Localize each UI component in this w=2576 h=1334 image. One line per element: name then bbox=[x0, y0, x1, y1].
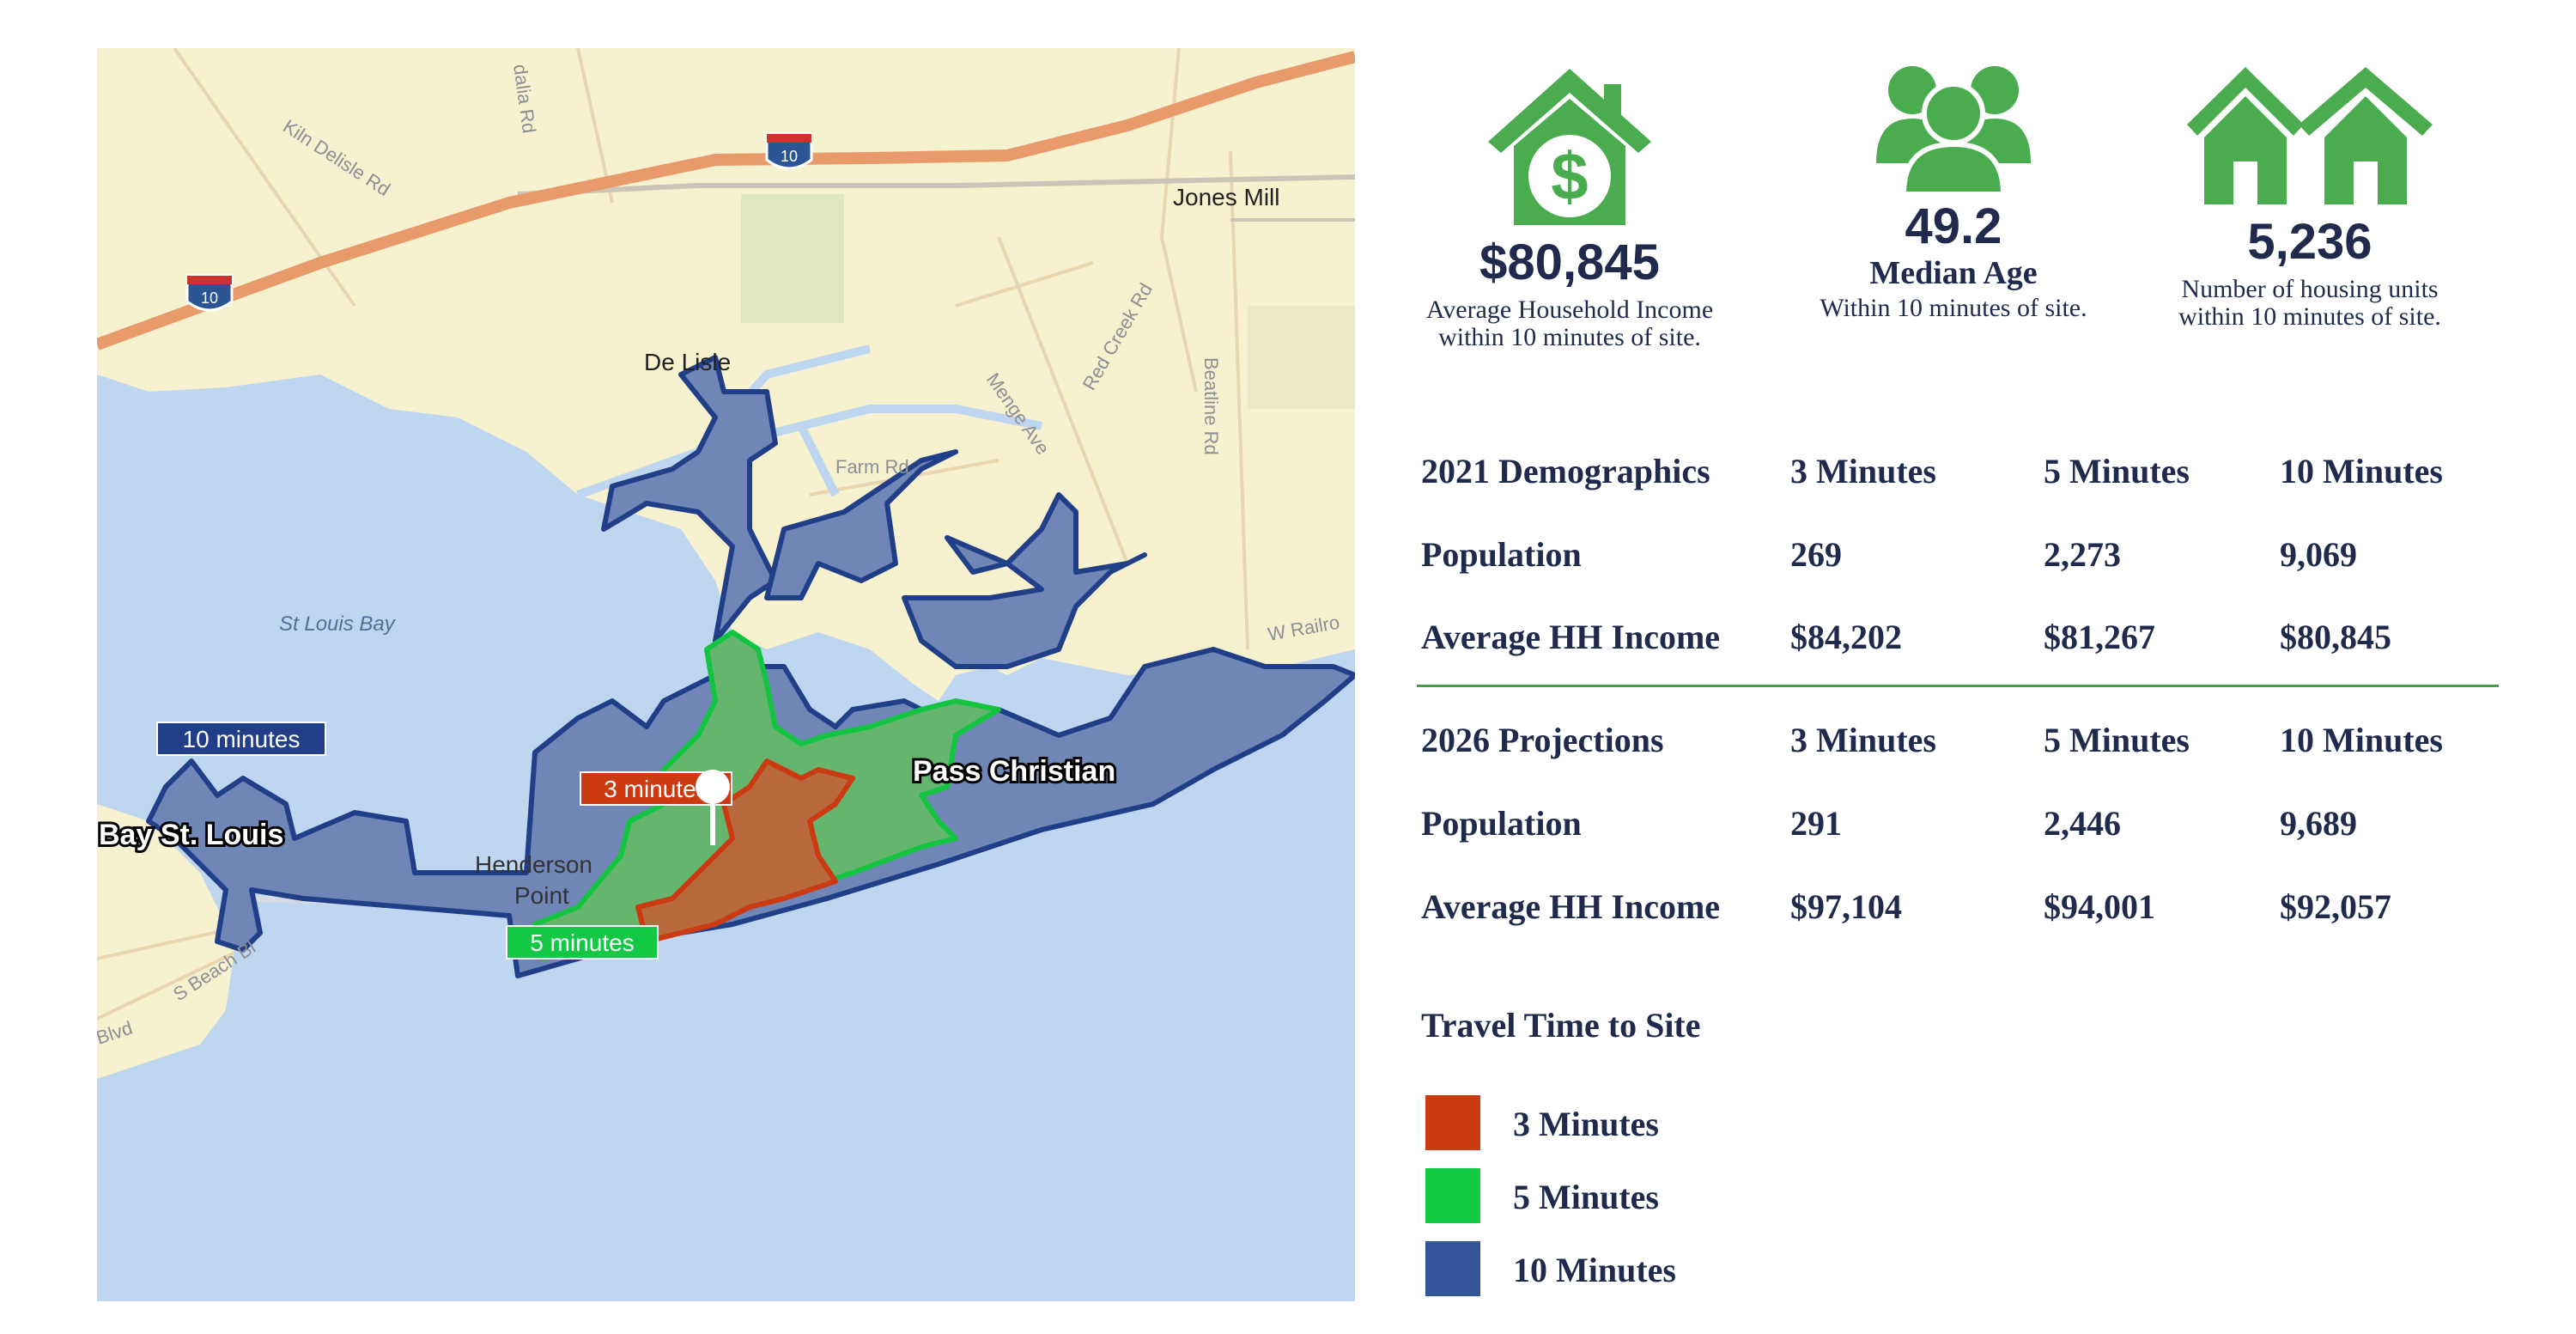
water-label-st-louis-bay: St Louis Bay bbox=[279, 612, 397, 636]
zone-label-10-minutes: 10 minutes bbox=[156, 722, 326, 756]
table-cell: Population bbox=[1421, 804, 1582, 843]
legend-title: Travel Time to Site bbox=[1421, 1006, 1701, 1045]
table-header: 3 Minutes bbox=[1790, 452, 1936, 490]
table-cell: $97,104 bbox=[1790, 887, 1902, 926]
people-group-icon bbox=[1876, 66, 2031, 197]
table-header: 5 Minutes bbox=[2044, 452, 2190, 490]
map-canvas[interactable]: 10 10 Kiln Delisle Rd dalia Rd Menge Ave… bbox=[97, 48, 1355, 1301]
table-cell: Average HH Income bbox=[1421, 618, 1721, 656]
road-label: Beatline Rd bbox=[1200, 357, 1222, 455]
place-label-jones-mill: Jones Mill bbox=[1173, 184, 1279, 210]
road bbox=[517, 174, 1355, 197]
svg-text:5 minutes: 5 minutes bbox=[530, 929, 634, 956]
svg-text:10: 10 bbox=[781, 148, 798, 165]
place-label-henderson-point: Point bbox=[514, 882, 569, 909]
table-cell: $81,267 bbox=[2044, 618, 2155, 656]
map-panel[interactable]: 10 10 Kiln Delisle Rd dalia Rd Menge Ave… bbox=[97, 48, 1355, 1301]
income-caption: within 10 minutes of site. bbox=[1438, 322, 1701, 351]
median-age-label: Median Age bbox=[1869, 255, 2038, 291]
legend-swatch bbox=[1425, 1241, 1480, 1296]
table-cell: Average HH Income bbox=[1421, 887, 1721, 926]
table-cell: 269 bbox=[1790, 535, 1842, 574]
table-cell: Population bbox=[1421, 535, 1582, 574]
table-header: 10 Minutes bbox=[2280, 721, 2443, 759]
legend-label: 5 Minutes bbox=[1513, 1178, 1659, 1216]
housing-units-caption: Number of housing units bbox=[2181, 275, 2439, 303]
stat-housing-units: 5,236 Number of housing units within 10 … bbox=[2129, 60, 2490, 330]
housing-units-value: 5,236 bbox=[2247, 214, 2372, 270]
stat-income: $ $80,845 Average Household Income withi… bbox=[1398, 60, 1741, 350]
income-caption: Average Household Income bbox=[1425, 295, 1714, 324]
median-age-caption: Within 10 minutes of site. bbox=[1820, 293, 2087, 322]
road-label: Farm Rd bbox=[835, 456, 909, 478]
zone-label-5-minutes: 5 minutes bbox=[506, 925, 659, 959]
table-cell: $92,057 bbox=[2280, 887, 2391, 926]
legend-swatch bbox=[1425, 1168, 1480, 1223]
table-divider bbox=[1417, 685, 2499, 687]
park-area bbox=[741, 194, 844, 323]
table-cell: $84,202 bbox=[1790, 618, 1902, 656]
legend-swatch bbox=[1425, 1095, 1480, 1150]
svg-text:$: $ bbox=[1551, 138, 1588, 214]
house-dollar-icon: $ bbox=[1488, 69, 1651, 225]
table-cell: 2,273 bbox=[2044, 535, 2121, 574]
table-header: 3 Minutes bbox=[1790, 721, 1936, 759]
interstate-shield: 10 bbox=[185, 274, 234, 312]
svg-text:10 minutes: 10 minutes bbox=[183, 726, 301, 752]
housing-units-caption: within 10 minutes of site. bbox=[2178, 302, 2441, 331]
svg-text:10: 10 bbox=[201, 289, 218, 307]
svg-text:3 minutes: 3 minutes bbox=[604, 776, 708, 802]
place-label-pass-christian: Pass Christian bbox=[913, 755, 1115, 788]
table-header: 5 Minutes bbox=[2044, 721, 2190, 759]
place-label-bay-st-louis: Bay St. Louis bbox=[99, 819, 283, 851]
income-value: $80,845 bbox=[1479, 235, 1660, 290]
legend-label: 3 Minutes bbox=[1513, 1105, 1659, 1143]
houses-icon bbox=[2187, 67, 2433, 204]
table-header: 2026 Projections bbox=[1421, 721, 1664, 759]
legend-label: 10 Minutes bbox=[1513, 1251, 1676, 1289]
table-cell: $94,001 bbox=[2044, 887, 2155, 926]
table-cell: 291 bbox=[1790, 804, 1842, 843]
table-header: 2021 Demographics bbox=[1421, 452, 1710, 490]
place-label-henderson-point: Henderson bbox=[475, 851, 592, 878]
park-area bbox=[1248, 306, 1355, 409]
site-pin-icon[interactable] bbox=[696, 770, 730, 845]
table-cell: 2,446 bbox=[2044, 804, 2121, 843]
median-age-value: 49.2 bbox=[1905, 198, 2002, 254]
table-cell: 9,689 bbox=[2280, 804, 2357, 843]
table-cell: $80,845 bbox=[2280, 618, 2391, 656]
table-header: 10 Minutes bbox=[2280, 452, 2443, 490]
table-cell: 9,069 bbox=[2280, 535, 2357, 574]
place-label-de-lisle: De Lisle bbox=[644, 349, 731, 375]
interstate-shield: 10 bbox=[765, 132, 813, 170]
interstate-10 bbox=[97, 51, 1355, 350]
stat-median-age: 49.2 Median Age Within 10 minutes of sit… bbox=[1782, 60, 2125, 321]
zone-3-minutes[interactable] bbox=[635, 758, 855, 944]
